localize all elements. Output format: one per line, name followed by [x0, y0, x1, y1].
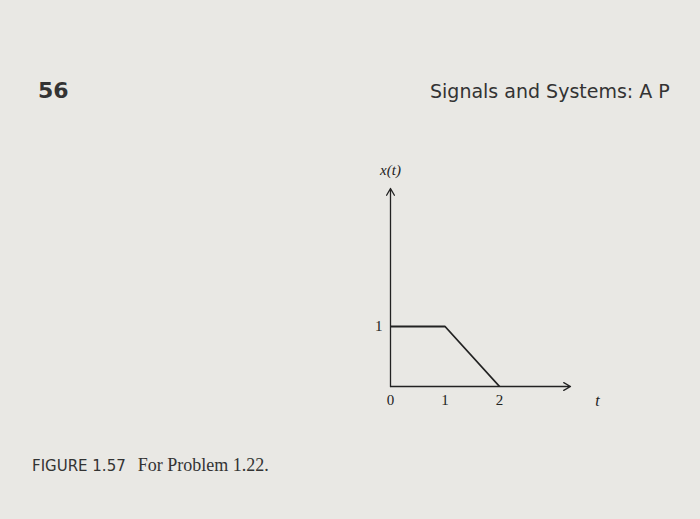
svg-text:1: 1: [375, 318, 383, 334]
html-text:For Problem 1.22.: For Problem 1.22.: [137, 455, 269, 475]
html-text:56: 56: [38, 78, 69, 103]
html-text:Signals and Systems: A P: Signals and Systems: A P: [430, 80, 670, 102]
svg-text:2: 2: [496, 392, 504, 408]
svg-text:t: t: [595, 392, 600, 409]
html-text:FIGURE 1.57: FIGURE 1.57: [32, 457, 126, 475]
svg-text:x(t): x(t): [379, 162, 401, 179]
svg-text:0: 0: [387, 392, 395, 408]
svg-text:1: 1: [441, 392, 449, 408]
